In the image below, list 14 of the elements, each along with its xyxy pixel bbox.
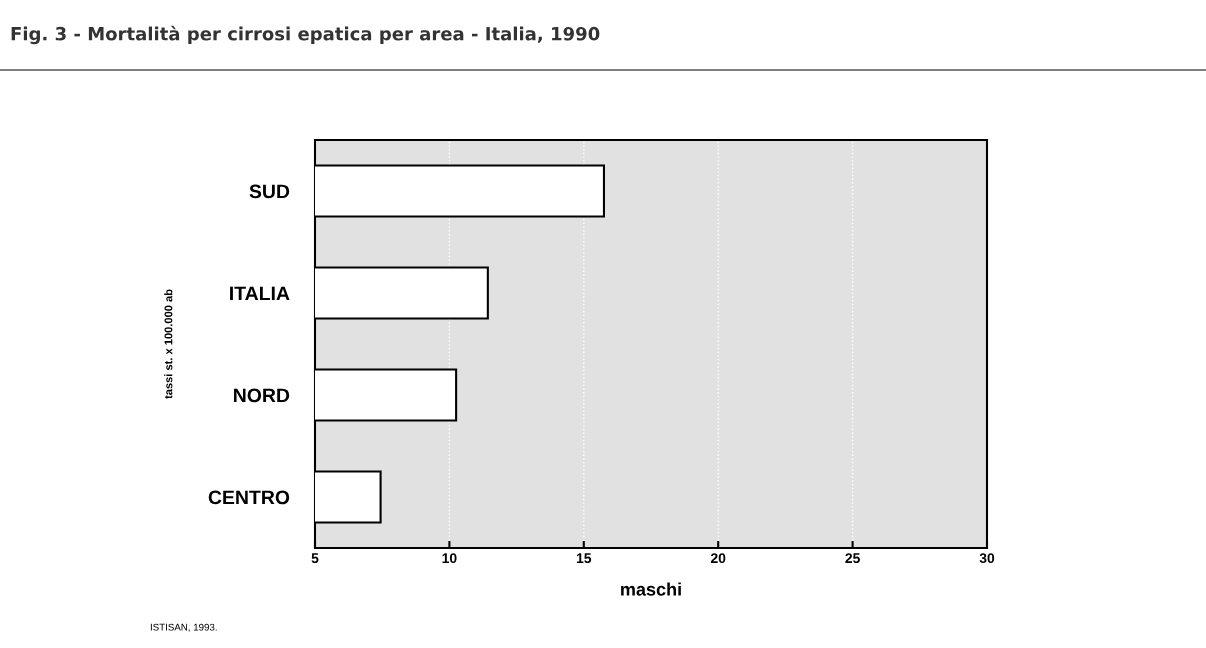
y-tick-label: CENTRO <box>208 490 290 505</box>
x-tick-label: 10 <box>442 553 457 564</box>
x-tick-label: 5 <box>311 553 319 564</box>
x-tick-label: 20 <box>710 553 726 564</box>
y-axis-title: tassi st. x 100.000 ab <box>164 289 173 399</box>
y-tick-label: ITALIA <box>230 286 290 301</box>
chart-title: Fig. 3 - Mortalità per cirrosi epatica per area - Italia, 1990 <box>11 25 600 45</box>
x-axis-title: maschi <box>621 582 681 596</box>
x-tick-label: 25 <box>845 553 860 564</box>
x-tick-label: 30 <box>979 553 995 564</box>
x-tick-label: 15 <box>576 553 592 564</box>
y-tick-label: NORD <box>234 388 290 403</box>
text: ISTISAN, 1993. <box>150 623 217 632</box>
y-tick-label: SUD <box>249 184 290 199</box>
